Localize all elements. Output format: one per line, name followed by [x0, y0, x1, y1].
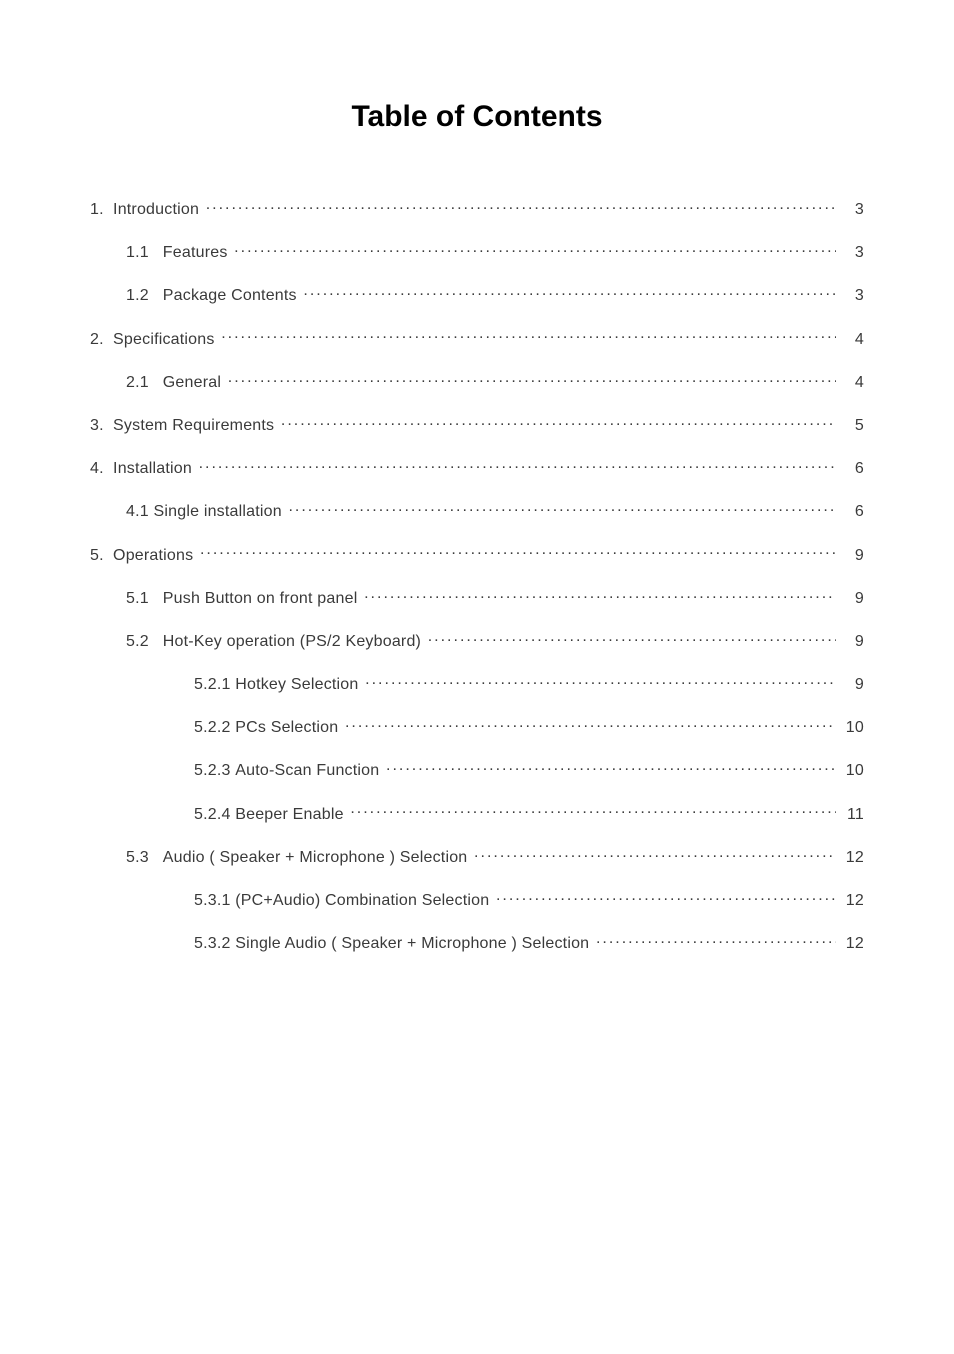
toc-entry-number: 5.	[90, 546, 113, 565]
toc-entry: 5.2.4 Beeper Enable 11	[90, 803, 864, 824]
toc-entry-number: 1.1	[126, 243, 163, 262]
toc-dot-leader	[286, 500, 836, 516]
toc-entry: 5.2.3 Auto-Scan Function 10	[90, 759, 864, 780]
toc-entry-label: Beeper Enable	[235, 805, 348, 824]
toc-entry-number: 5.3	[126, 848, 163, 867]
toc-entry-label: Features	[163, 243, 232, 262]
toc-entry-label: Hotkey Selection	[235, 675, 363, 694]
toc-entry-label: Introduction	[113, 200, 204, 219]
toc-entry-page: 5	[836, 416, 864, 435]
toc-entry-label: Audio ( Speaker + Microphone ) Selection	[163, 848, 472, 867]
toc-entry: 1.1 Features 3	[90, 241, 864, 262]
toc-entry: 5.3 Audio ( Speaker + Microphone ) Selec…	[90, 846, 864, 867]
toc-entry-page: 6	[836, 502, 864, 521]
toc-entry-number: 5.3.2	[194, 934, 235, 953]
toc-entry-label: Single Audio ( Speaker + Microphone ) Se…	[235, 934, 594, 953]
toc-entry-label: Operations	[113, 546, 198, 565]
toc-dot-leader	[384, 759, 836, 775]
toc-dot-leader	[343, 716, 836, 732]
toc-entry: 5.3.2 Single Audio ( Speaker + Microphon…	[90, 932, 864, 953]
toc-entry: 5.2 Hot-Key operation (PS/2 Keyboard) 9	[90, 630, 864, 651]
toc-entry-page: 9	[836, 546, 864, 565]
toc-entry-number: 5.2	[126, 632, 163, 651]
document-page: Table of Contents 1. Introduction 31.1 F…	[0, 0, 954, 1354]
toc-entry-label: Push Button on front panel	[163, 589, 362, 608]
toc-entry: 5.2.1 Hotkey Selection 9	[90, 673, 864, 694]
page-title: Table of Contents	[90, 100, 864, 134]
toc-entry-page: 9	[836, 589, 864, 608]
toc-entry: 2. Specifications 4	[90, 328, 864, 349]
toc-entry-number: 4.1	[126, 502, 154, 521]
toc-entry: 1.2 Package Contents 3	[90, 284, 864, 305]
toc-entry: 3. System Requirements 5	[90, 414, 864, 435]
toc-entry: 4.1 Single installation 6	[90, 500, 864, 521]
toc-entry-number: 2.1	[126, 373, 163, 392]
toc-dot-leader	[426, 630, 836, 646]
toc-entry-page: 9	[836, 675, 864, 694]
table-of-contents: 1. Introduction 31.1 Features 31.2 Packa…	[90, 198, 864, 953]
toc-entry: 5.2.2 PCs Selection 10	[90, 716, 864, 737]
toc-entry-page: 12	[836, 891, 864, 910]
toc-entry-page: 3	[836, 243, 864, 262]
toc-dot-leader	[348, 803, 836, 819]
toc-entry-page: 11	[836, 805, 864, 824]
toc-entry-label: Package Contents	[163, 286, 302, 305]
toc-entry-label: PCs Selection	[235, 718, 343, 737]
toc-entry: 5.3.1 (PC+Audio) Combination Selection 1…	[90, 889, 864, 910]
toc-entry-number: 5.1	[126, 589, 163, 608]
toc-dot-leader	[219, 328, 836, 344]
toc-entry-number: 5.2.1	[194, 675, 235, 694]
toc-dot-leader	[472, 846, 836, 862]
toc-entry-label: Auto-Scan Function	[235, 761, 384, 780]
toc-entry-number: 5.2.4	[194, 805, 235, 824]
toc-entry-page: 4	[836, 373, 864, 392]
toc-entry: 5.1 Push Button on front panel 9	[90, 587, 864, 608]
toc-dot-leader	[362, 587, 836, 603]
toc-entry-label: General	[163, 373, 226, 392]
toc-entry-page: 10	[836, 761, 864, 780]
toc-entry-number: 5.3.1	[194, 891, 235, 910]
toc-entry-page: 10	[836, 718, 864, 737]
toc-dot-leader	[198, 544, 836, 560]
toc-dot-leader	[232, 241, 836, 257]
toc-entry: 5. Operations 9	[90, 544, 864, 565]
toc-entry-label: (PC+Audio) Combination Selection	[235, 891, 494, 910]
toc-entry-page: 12	[836, 934, 864, 953]
toc-entry: 2.1 General 4	[90, 371, 864, 392]
toc-entry-label: Hot-Key operation (PS/2 Keyboard)	[163, 632, 426, 651]
toc-entry-label: System Requirements	[113, 416, 279, 435]
toc-entry-number: 5.2.3	[194, 761, 235, 780]
toc-entry-page: 12	[836, 848, 864, 867]
toc-entry-page: 9	[836, 632, 864, 651]
toc-entry-label: Single installation	[154, 502, 287, 521]
toc-dot-leader	[204, 198, 836, 214]
toc-dot-leader	[301, 284, 836, 300]
toc-entry-page: 3	[836, 286, 864, 305]
toc-entry: 4. Installation 6	[90, 457, 864, 478]
toc-dot-leader	[363, 673, 836, 689]
toc-entry-number: 5.2.2	[194, 718, 235, 737]
toc-entry-number: 4.	[90, 459, 113, 478]
toc-dot-leader	[226, 371, 836, 387]
toc-entry-number: 3.	[90, 416, 113, 435]
toc-entry-page: 6	[836, 459, 864, 478]
toc-dot-leader	[197, 457, 836, 473]
toc-entry-page: 4	[836, 330, 864, 349]
toc-dot-leader	[494, 889, 836, 905]
toc-entry: 1. Introduction 3	[90, 198, 864, 219]
toc-dot-leader	[279, 414, 836, 430]
toc-entry-page: 3	[836, 200, 864, 219]
toc-entry-label: Specifications	[113, 330, 219, 349]
toc-dot-leader	[594, 932, 836, 948]
toc-entry-number: 1.2	[126, 286, 163, 305]
toc-entry-number: 1.	[90, 200, 113, 219]
toc-entry-number: 2.	[90, 330, 113, 349]
toc-entry-label: Installation	[113, 459, 197, 478]
